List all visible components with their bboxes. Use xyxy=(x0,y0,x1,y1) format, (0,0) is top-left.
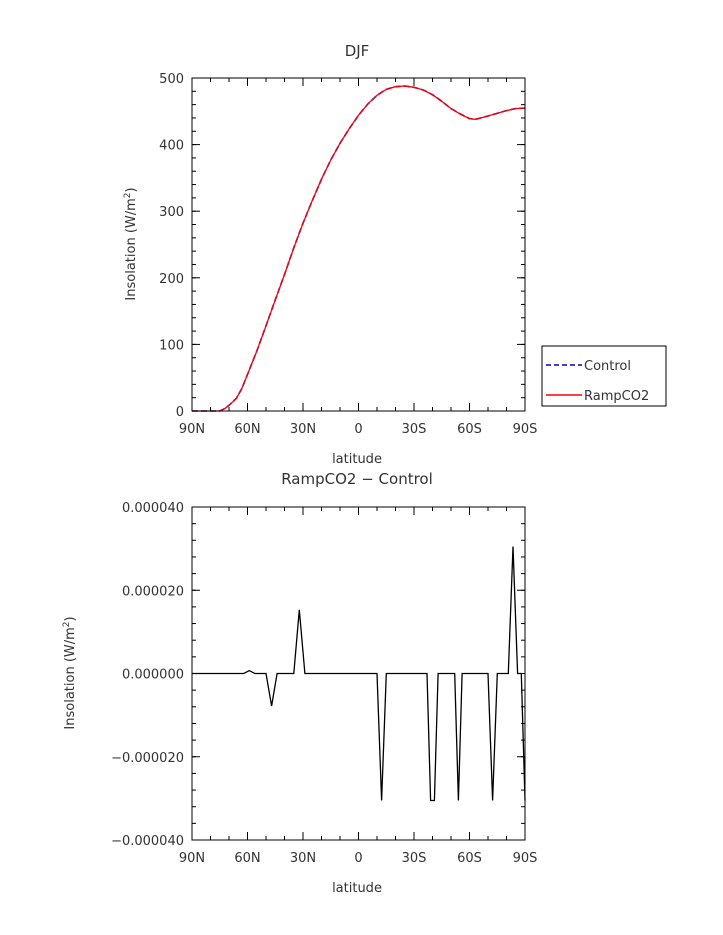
p2-ytick-label: −0.000040 xyxy=(111,834,184,849)
p1-xtick-label: 30N xyxy=(290,422,316,437)
p2-ytick-label: 0.000020 xyxy=(122,584,184,599)
legend-label-rampco2: RampCO2 xyxy=(584,389,649,404)
series-line-difference xyxy=(192,546,526,802)
p1-xtick-label: 60S xyxy=(457,422,482,437)
p2-ytick-label: 0.000000 xyxy=(122,668,184,683)
legend-box xyxy=(541,345,667,407)
insolation-chart: DJF 90N 60N 30N 0 30S 60S 90S0100200300400500 … xyxy=(123,42,667,467)
p1-ytick-label: 100 xyxy=(159,338,184,353)
legend: Control RampCO2 xyxy=(541,345,667,407)
x-axis-label-difference: latitude xyxy=(332,881,382,896)
p2-xtick-label: 30S xyxy=(402,851,427,866)
p1-ytick-label: 300 xyxy=(159,205,184,220)
chart-title: DJF xyxy=(345,42,370,60)
p2-xtick-label: 60S xyxy=(457,851,482,866)
x-axis-label: latitude xyxy=(332,452,382,467)
y-axis-label-difference: Insolation (W/m2) xyxy=(62,616,78,729)
p1-ytick-label: 200 xyxy=(159,272,184,287)
p1-xtick-label: 90N xyxy=(179,422,205,437)
series-line-rampco2 xyxy=(192,85,526,412)
p2-ytick-label: −0.000020 xyxy=(111,751,184,766)
plot-frame xyxy=(191,77,526,412)
chart-title-difference: RampCO2 − Control xyxy=(281,470,433,488)
legend-label-control: Control xyxy=(584,359,631,374)
y-axis-label: Insolation (W/m2) xyxy=(123,187,139,300)
p2-xtick-label: 60N xyxy=(234,851,260,866)
p1-xtick-label: 60N xyxy=(234,422,260,437)
p2-xtick-label: 90N xyxy=(179,851,205,866)
difference-chart: RampCO2 − Control 90N 60N 30N 0 30S 60S 90S 0.0… xyxy=(62,470,537,896)
p1-xtick-label: 30S xyxy=(402,422,427,437)
p2-xtick-label: 0 xyxy=(354,851,362,866)
p1-ytick-label: 500 xyxy=(159,72,184,87)
p1-xtick-label: 90S xyxy=(513,422,538,437)
p2-ytick-label: 0.000040 xyxy=(122,501,184,516)
series-line-control xyxy=(192,85,526,412)
p2-xtick-label: 90S xyxy=(513,851,538,866)
p1-xtick-label: 0 xyxy=(354,422,362,437)
p1-ytick-label: 400 xyxy=(159,139,184,154)
p2-xtick-label: 30N xyxy=(290,851,316,866)
p1-ytick-label: 0 xyxy=(176,405,184,420)
